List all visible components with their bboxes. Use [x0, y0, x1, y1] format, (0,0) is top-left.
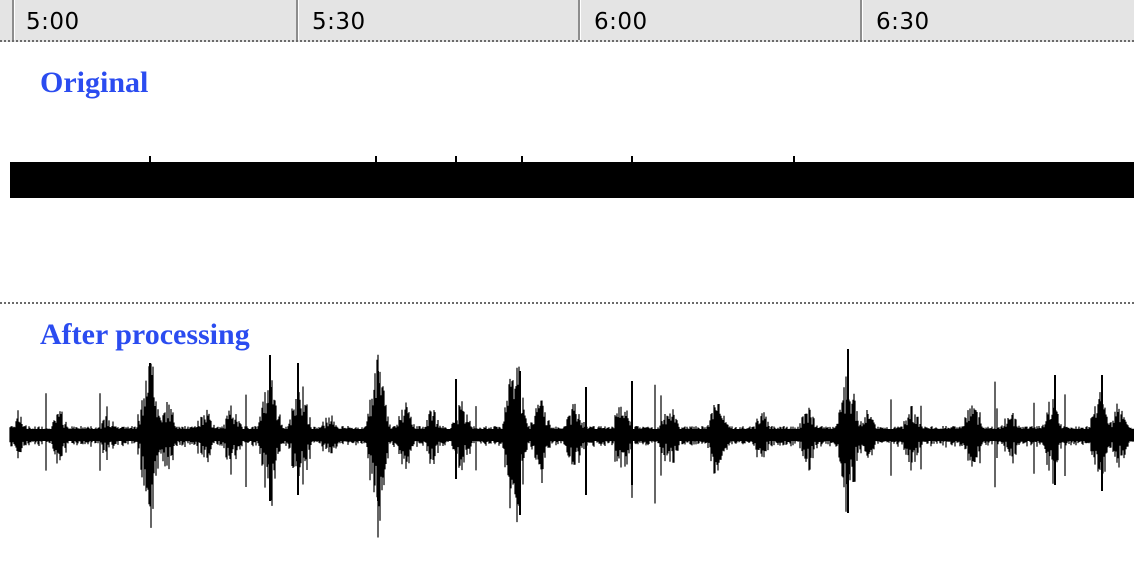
timeline-tick-label: 5:30: [312, 9, 366, 35]
timeline-tick: [12, 0, 14, 40]
track-label-processed: After processing: [40, 318, 250, 351]
timeline-tick: [296, 0, 298, 40]
timeline-tick: [578, 0, 580, 40]
waveform-processed-samples: [9, 349, 1134, 538]
waveform-original-band: [10, 162, 1134, 198]
timeline-tick-label: 6:00: [594, 9, 648, 35]
timeline-ruler[interactable]: 5:00 5:30 6:00 6:30: [0, 0, 1134, 42]
timeline-tick-label: 5:00: [26, 9, 80, 35]
waveform-original[interactable]: [0, 120, 1134, 300]
track-label-original: Original: [40, 66, 149, 99]
waveform-processed[interactable]: [0, 340, 1134, 540]
waveform-processed-center: [10, 429, 1134, 441]
waveform-original-spikes: [149, 156, 795, 164]
timeline-tick: [860, 0, 862, 40]
track-separator: [0, 302, 1134, 304]
timeline-tick-label: 6:30: [876, 9, 930, 35]
waveform-processed-path: [9, 354, 1134, 538]
